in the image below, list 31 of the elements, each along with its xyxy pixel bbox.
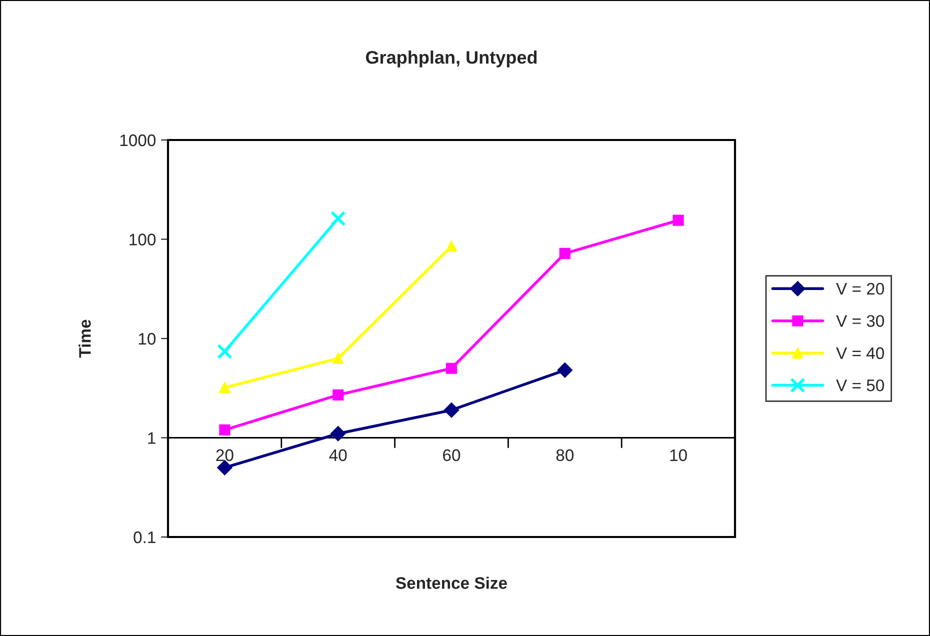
point	[444, 402, 460, 418]
point	[446, 240, 458, 252]
point	[219, 424, 230, 436]
y-axis-title: Time	[78, 320, 91, 358]
y-tick-label: 100	[130, 234, 156, 246]
point	[219, 382, 230, 394]
legend-label: V = 20	[836, 282, 884, 295]
point	[217, 460, 232, 476]
x-tick-label: 40	[329, 449, 347, 462]
point	[330, 210, 346, 226]
point	[672, 214, 684, 226]
y-tick-label: 0.1	[134, 531, 156, 544]
point	[559, 248, 570, 259]
legend-label: V = 40	[836, 347, 884, 360]
x-tick-label: 10	[670, 449, 687, 462]
x-tick-label: 20	[216, 449, 234, 462]
x-tick-label: 80	[556, 449, 574, 462]
x-axis-title: Sentence Size	[396, 576, 507, 589]
y-tick-label: 1	[148, 432, 156, 444]
legend-label: V = 30	[836, 315, 884, 327]
point	[332, 389, 344, 400]
x-tick-label: 60	[443, 449, 460, 462]
legend-label: V = 50	[836, 379, 884, 392]
y-tick-label: 10	[138, 332, 156, 345]
point	[557, 362, 572, 378]
chart-title: Graphplan, Untyped	[366, 50, 537, 68]
point	[330, 426, 346, 442]
point	[217, 344, 232, 360]
point	[332, 352, 344, 364]
y-tick-label: 1000	[120, 134, 156, 146]
point	[446, 362, 458, 374]
